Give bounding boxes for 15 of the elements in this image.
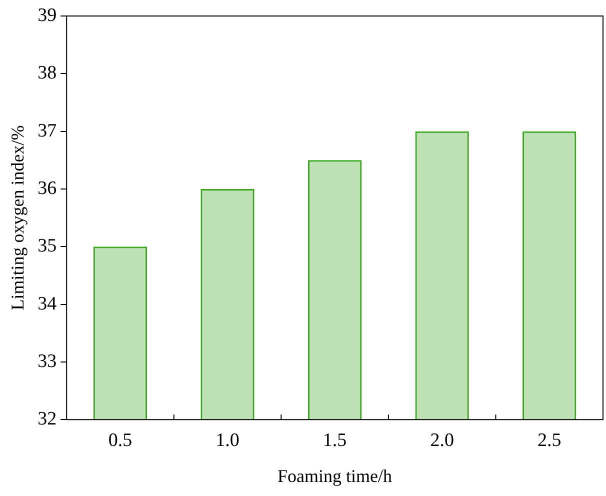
x-tick-label: 2.0 (430, 430, 454, 451)
x-axis-title: Foaming time/h (278, 466, 392, 486)
x-tick-label: 1.0 (216, 430, 240, 451)
y-tick-label: 32 (38, 408, 57, 430)
y-tick-label: 38 (38, 62, 57, 84)
x-tick-label: 1.5 (322, 430, 347, 451)
y-tick-label: 33 (38, 350, 57, 372)
y-axis-title: Limiting oxygen index/% (8, 125, 28, 310)
x-tick-label: 0.5 (108, 430, 132, 451)
y-tick-label: 37 (38, 120, 57, 142)
y-tick-label: 36 (38, 178, 57, 199)
y-tick-label: 35 (38, 236, 57, 257)
y-tick-label: 34 (38, 293, 58, 314)
x-tick-label: 2.5 (537, 430, 562, 451)
y-tick-label: 39 (38, 4, 57, 26)
